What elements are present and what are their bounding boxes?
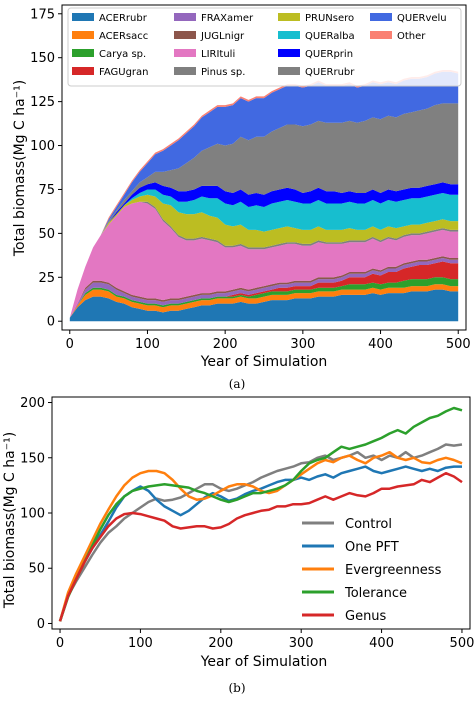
legend-a: ACERrubr ACERsacc Carya sp. FAGUgran FRAXame… [67,7,462,87]
y-ticks-a: 0 25 50 75 100 125 150 175 [30,7,62,330]
legend-swatch-juglnigr [174,31,196,39]
y-tick-label: 0 [47,315,55,330]
legend-label-queralba: QUERalba [305,31,355,42]
x-tick-label: 400 [369,636,394,651]
area-juglnigr [69,256,459,318]
area-fraxamer [69,258,459,318]
y-tick-label: 150 [20,451,45,466]
legend-swatch-fagugran [72,67,94,75]
y-ticks-b: 0 50 100 150 200 [20,396,52,632]
legend-swatch-prunsero [278,13,300,21]
area-querrubr [69,103,459,318]
x-tick-label: 300 [289,636,314,651]
legend-swatch-pinus-sp [174,67,196,75]
x-ticks-a: 0 100 200 300 400 500 [66,330,471,352]
x-tick-label: 100 [135,337,160,352]
y-tick-label: 100 [20,507,45,522]
legend-a-box [67,7,462,87]
area-querprin [69,182,459,318]
x-axis-label-a: Year of Simulation [200,354,328,370]
legend-b: Control One PFT Evergreenness Tolerance Genu… [302,517,442,624]
x-tick-label: 200 [208,636,233,651]
legend-label-lirituli: LIRItuli [201,49,235,60]
x-tick-label: 100 [128,636,153,651]
x-ticks-b: 0 100 200 300 400 500 [56,629,474,651]
panel-a-stacked-area-chart: 0 100 200 300 400 500 0 25 50 75 100 125 150 175 Yea… [12,4,471,391]
legend-swatch-quervelu [370,13,392,21]
legend-label-evergreenness: Evergreenness [345,563,442,578]
legend-swatch-acerrubr [72,13,94,21]
legend-swatch-querprin [278,49,300,57]
x-tick-label: 500 [446,337,471,352]
legend-label-acersacc: ACERsacc [99,31,148,42]
legend-label-genus: Genus [345,609,387,624]
area-carya-sp [69,277,459,318]
area-layers [69,70,459,322]
panel-caption-a: (a) [229,377,246,391]
legend-label-other: Other [397,31,426,42]
y-tick-label: 0 [37,617,45,632]
x-tick-label: 0 [56,636,64,651]
y-tick-label: 50 [28,562,45,577]
legend-swatch-queralba [278,31,300,39]
x-tick-label: 0 [66,337,74,352]
x-axis-label-b: Year of Simulation [200,654,328,670]
legend-label-quervelu: QUERvelu [397,13,447,24]
line-evergreenness [58,450,463,622]
line-series [58,406,463,622]
x-tick-label: 400 [368,337,393,352]
panel-b-line-chart: 0 100 200 300 400 500 0 50 100 150 200 Year of Si… [2,396,474,695]
legend-label-tolerance: Tolerance [344,586,407,601]
y-tick-label: 50 [38,227,55,242]
legend-swatch-carya-sp [72,49,94,57]
y-axis-label-b: Total biomass(Mg C ha⁻¹) [2,432,18,609]
panel-caption-b: (b) [228,681,245,695]
legend-label-pinus-sp: Pinus sp. [201,67,245,78]
y-tick-label: 175 [30,7,55,22]
legend-swatch-lirituli [174,49,196,57]
plot-frame-a [61,4,467,331]
legend-label-acerrubr: ACERrubr [99,13,148,24]
area-lirituli [69,201,459,318]
area-acersacc [69,284,459,318]
line-tolerance [58,406,463,622]
legend-swatch-other [370,31,392,39]
y-tick-label: 125 [30,95,55,110]
legend-label-fagugran: FAGUgran [99,67,149,78]
y-tick-label: 25 [38,271,55,286]
legend-swatch-fraxamer [174,13,196,21]
area-fagugran [69,261,459,318]
legend-swatch-acersacc [72,31,94,39]
x-tick-label: 500 [450,636,474,651]
legend-label-querrubr: QUERrubr [305,67,355,78]
y-tick-label: 100 [30,139,55,154]
x-tick-label: 300 [290,337,315,352]
area-queralba [69,189,459,318]
y-tick-label: 75 [38,183,55,198]
legend-label-juglnigr: JUGLnigr [200,31,245,42]
legend-label-querprin: QUERprin [305,49,353,60]
area-quervelu [69,71,459,318]
y-tick-label: 150 [30,51,55,66]
legend-label-one-pft: One PFT [345,540,399,555]
y-tick-label: 200 [20,396,45,411]
legend-label-control: Control [345,517,392,532]
legend-label-prunsero: PRUNsero [305,13,354,24]
legend-label-carya-sp: Carya sp. [99,49,146,60]
x-tick-label: 200 [213,337,238,352]
area-acerrubr [69,289,459,322]
y-axis-label-a: Total biomass(Mg C ha⁻¹) [12,80,28,257]
line-genus [58,471,463,622]
legend-swatch-querrubr [278,67,300,75]
legend-label-fraxamer: FRAXamer [201,13,254,24]
